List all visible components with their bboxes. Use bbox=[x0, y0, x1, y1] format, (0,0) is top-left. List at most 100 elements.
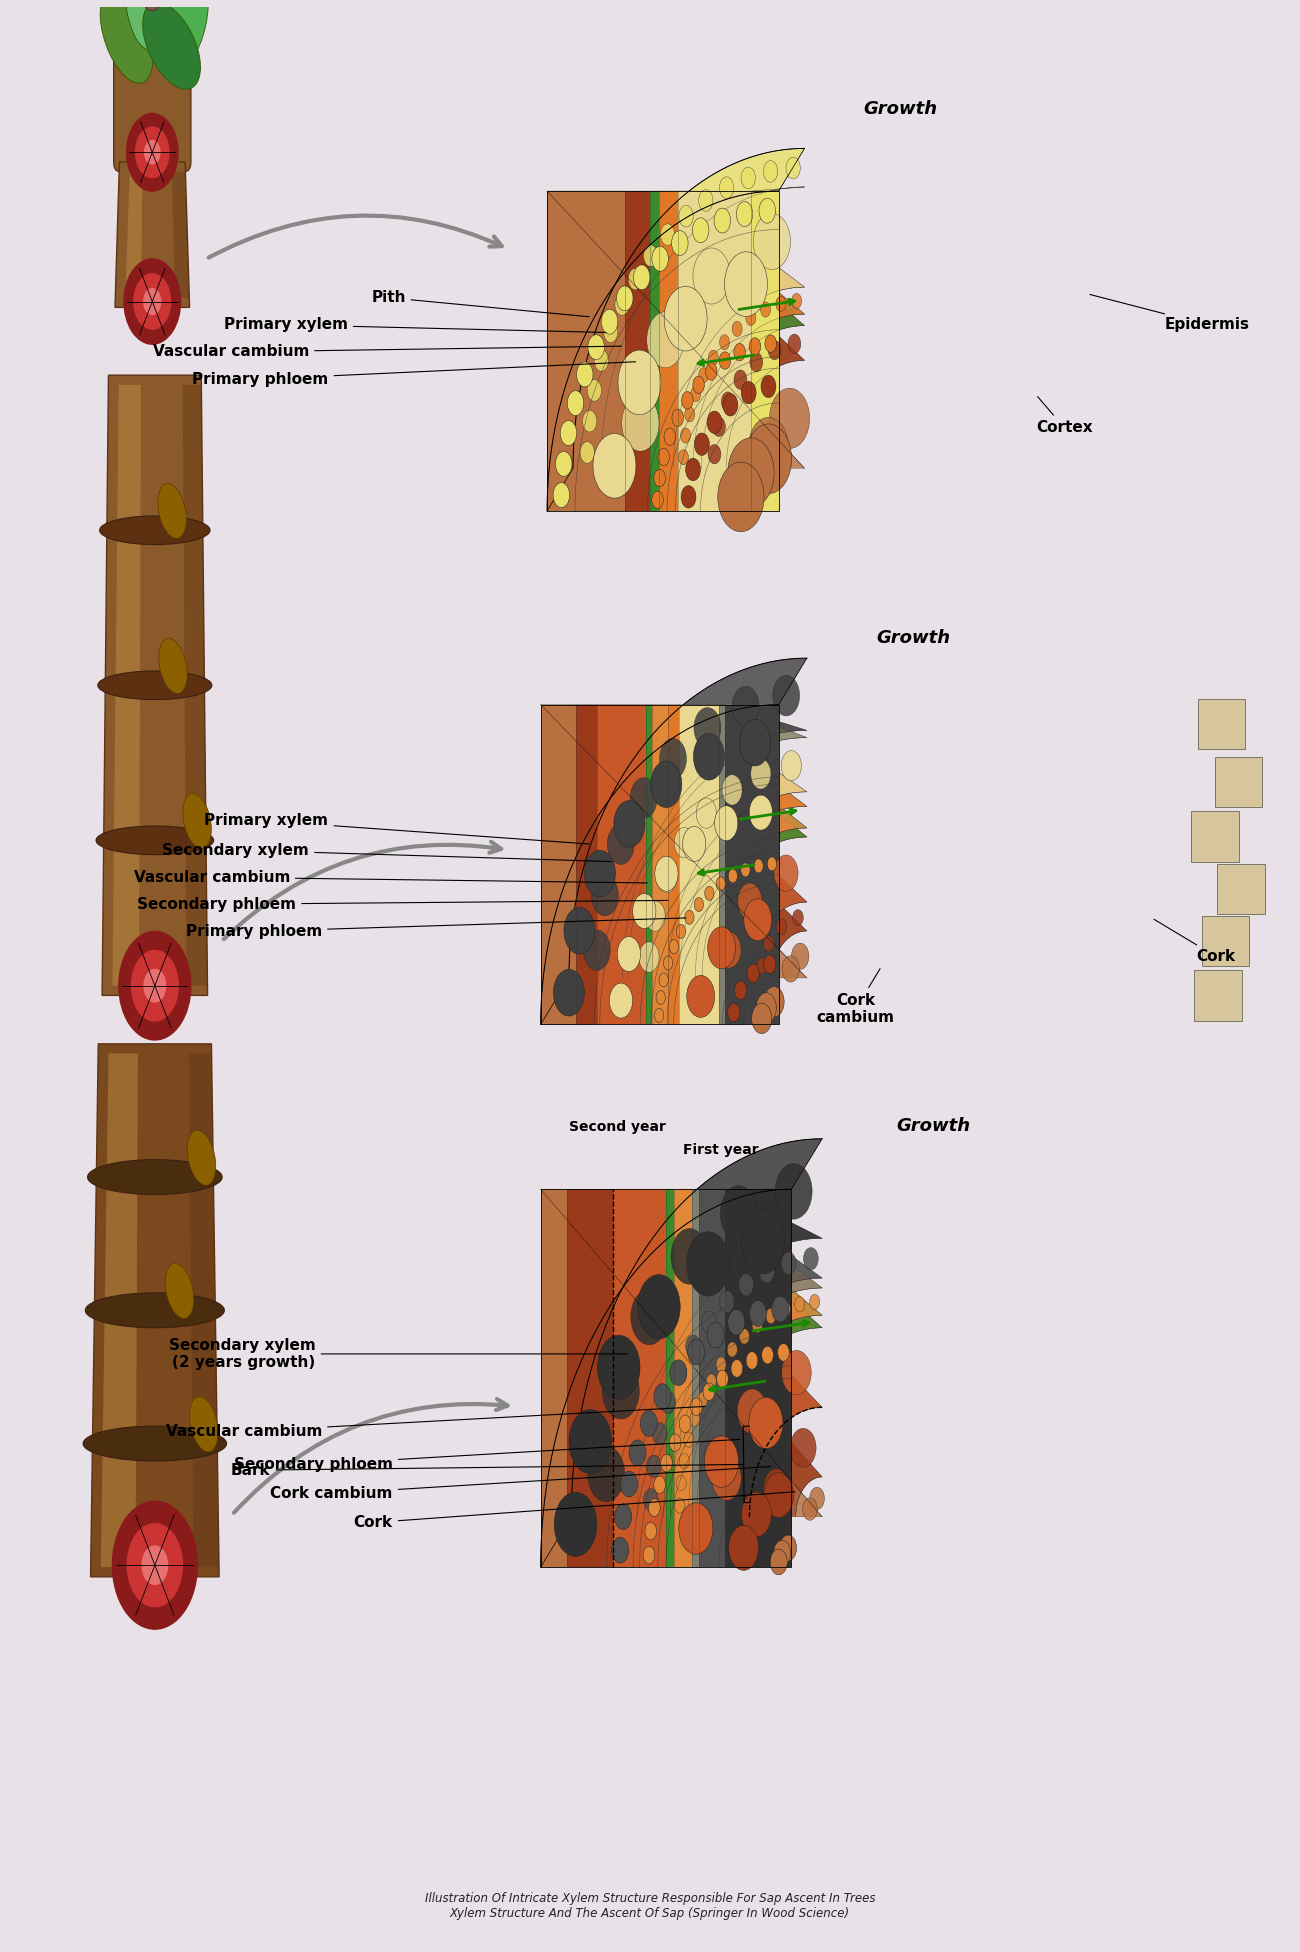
Circle shape bbox=[679, 449, 689, 465]
Circle shape bbox=[741, 168, 755, 189]
Circle shape bbox=[588, 379, 602, 402]
Ellipse shape bbox=[190, 1396, 218, 1452]
Polygon shape bbox=[541, 705, 807, 978]
Polygon shape bbox=[651, 853, 779, 1025]
Circle shape bbox=[616, 285, 633, 310]
Ellipse shape bbox=[143, 2, 200, 90]
Circle shape bbox=[714, 209, 731, 232]
Polygon shape bbox=[667, 357, 779, 511]
Circle shape bbox=[681, 392, 693, 410]
Ellipse shape bbox=[187, 1130, 216, 1185]
Bar bbox=[725, 705, 779, 1025]
Polygon shape bbox=[569, 658, 807, 978]
Circle shape bbox=[641, 1411, 658, 1437]
Circle shape bbox=[764, 336, 776, 351]
Bar bbox=[679, 191, 750, 511]
Circle shape bbox=[660, 224, 675, 246]
FancyBboxPatch shape bbox=[1217, 863, 1265, 914]
Circle shape bbox=[732, 687, 759, 726]
Polygon shape bbox=[701, 402, 779, 511]
Circle shape bbox=[753, 213, 790, 269]
Circle shape bbox=[794, 1296, 805, 1312]
Circle shape bbox=[647, 312, 684, 367]
Circle shape bbox=[629, 1441, 646, 1466]
Polygon shape bbox=[183, 385, 208, 986]
Circle shape bbox=[747, 964, 759, 982]
Circle shape bbox=[792, 943, 809, 970]
Polygon shape bbox=[623, 705, 807, 978]
Circle shape bbox=[144, 289, 161, 314]
Circle shape bbox=[671, 1228, 709, 1284]
Circle shape bbox=[720, 1185, 757, 1241]
Polygon shape bbox=[666, 1189, 822, 1517]
Circle shape bbox=[707, 412, 722, 433]
Polygon shape bbox=[653, 705, 807, 978]
Circle shape bbox=[763, 1468, 789, 1507]
Circle shape bbox=[582, 410, 597, 431]
Circle shape bbox=[777, 1343, 789, 1361]
Circle shape bbox=[670, 1361, 686, 1386]
Circle shape bbox=[554, 1491, 597, 1556]
Circle shape bbox=[654, 1476, 666, 1493]
Text: Primary xylem: Primary xylem bbox=[204, 814, 589, 843]
Circle shape bbox=[783, 956, 800, 982]
Circle shape bbox=[697, 798, 716, 828]
Circle shape bbox=[810, 1294, 820, 1310]
Circle shape bbox=[576, 361, 593, 386]
Circle shape bbox=[744, 898, 772, 941]
Polygon shape bbox=[541, 1189, 792, 1567]
Text: Pith: Pith bbox=[370, 291, 589, 316]
FancyBboxPatch shape bbox=[1197, 699, 1245, 750]
Circle shape bbox=[679, 1503, 712, 1554]
Ellipse shape bbox=[100, 515, 211, 545]
Ellipse shape bbox=[98, 671, 212, 699]
Bar bbox=[666, 1189, 675, 1567]
Bar bbox=[597, 705, 646, 1025]
Text: Cork
cambium: Cork cambium bbox=[816, 968, 894, 1025]
Circle shape bbox=[780, 1534, 797, 1562]
FancyBboxPatch shape bbox=[1193, 970, 1242, 1021]
Circle shape bbox=[554, 970, 585, 1017]
Bar bbox=[576, 705, 597, 1025]
Circle shape bbox=[688, 1339, 705, 1364]
Polygon shape bbox=[567, 1189, 822, 1517]
Circle shape bbox=[705, 886, 714, 900]
Circle shape bbox=[618, 937, 641, 972]
Circle shape bbox=[672, 410, 684, 426]
Polygon shape bbox=[576, 705, 807, 978]
Polygon shape bbox=[594, 777, 779, 1025]
Circle shape bbox=[638, 943, 659, 972]
Bar bbox=[650, 191, 659, 511]
Circle shape bbox=[602, 308, 617, 334]
Polygon shape bbox=[125, 172, 143, 297]
Circle shape bbox=[594, 349, 608, 371]
Circle shape bbox=[602, 1362, 640, 1419]
Circle shape bbox=[131, 951, 178, 1021]
FancyBboxPatch shape bbox=[1192, 812, 1239, 861]
Circle shape bbox=[766, 1308, 776, 1323]
Circle shape bbox=[124, 260, 181, 344]
Circle shape bbox=[618, 349, 660, 414]
Circle shape bbox=[660, 1454, 672, 1472]
Circle shape bbox=[781, 1251, 796, 1275]
Circle shape bbox=[686, 1232, 729, 1296]
Text: Cortex: Cortex bbox=[1036, 396, 1092, 435]
Bar bbox=[699, 1189, 725, 1567]
Circle shape bbox=[653, 1423, 667, 1444]
Circle shape bbox=[675, 1497, 685, 1513]
Circle shape bbox=[630, 1288, 668, 1345]
Ellipse shape bbox=[86, 1292, 225, 1327]
Text: Growth: Growth bbox=[876, 629, 950, 646]
Polygon shape bbox=[659, 191, 805, 468]
Circle shape bbox=[693, 734, 724, 781]
Circle shape bbox=[705, 1437, 738, 1487]
Circle shape bbox=[144, 141, 160, 164]
Circle shape bbox=[612, 1538, 629, 1564]
Circle shape bbox=[746, 1351, 758, 1368]
Circle shape bbox=[584, 929, 610, 970]
Ellipse shape bbox=[100, 0, 153, 84]
Circle shape bbox=[651, 492, 663, 509]
Circle shape bbox=[694, 707, 720, 748]
Bar bbox=[668, 705, 679, 1025]
Circle shape bbox=[580, 441, 594, 463]
